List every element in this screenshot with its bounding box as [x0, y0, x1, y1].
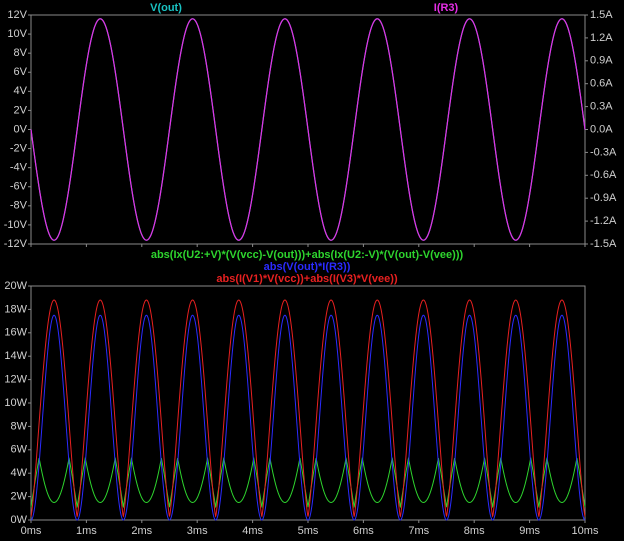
i-r3-trace — [30, 18, 586, 241]
y-tick-label: 4W — [11, 467, 28, 479]
y2-tick-label: -0.6A — [590, 169, 617, 181]
bottom-left-axis: 20W 18W 16W 14W 12W 10W 8W 6W 4W 2W 0W — [4, 280, 31, 526]
green-trace — [30, 456, 586, 509]
top-plot-traces — [30, 18, 586, 241]
y-tick-label: -8V — [10, 200, 28, 212]
trace-label-blue[interactable]: abs(V(out)*I(R3)) — [264, 261, 351, 273]
x-tick-label: 8ms — [464, 525, 485, 537]
x-tick-label: 10ms — [572, 525, 599, 537]
trace-label-green[interactable]: abs(Ix(U2:+V)*(V(vcc)-V(out)))+abs(Ix(U2… — [151, 249, 464, 261]
y-tick-label: 20W — [4, 280, 27, 292]
x-tick-label: 2ms — [131, 525, 152, 537]
top-left-axis: 12V 10V 8V 6V 4V 2V 0V -2V -4V -6V -8V -10V -12V — [4, 9, 31, 250]
top-right-axis: 1.5A 1.2A 0.9A 0.6A 0.3A 0.0A -0.3A -0.6A -0.9A -… — [585, 9, 617, 250]
y-tick-label: -6V — [10, 181, 28, 193]
x-tick-label: 0ms — [21, 525, 42, 537]
trace-label-red[interactable]: abs(I(V1)*V(vcc))+abs(I(V3)*V(vee)) — [216, 273, 398, 285]
y2-tick-label: 0.3A — [590, 101, 613, 113]
y-tick-label: 14W — [4, 350, 27, 362]
blue-trace — [30, 314, 586, 521]
y-tick-label: 16W — [4, 327, 27, 339]
x-tick-label: 9ms — [519, 525, 540, 537]
y-tick-label: 12V — [7, 9, 27, 21]
y-tick-label: -10V — [4, 219, 28, 231]
trace-label-v-out[interactable]: V(out) — [150, 2, 182, 14]
y2-tick-label: 0.6A — [590, 78, 613, 90]
y-tick-label: 8W — [11, 420, 28, 432]
y2-tick-label: 1.5A — [590, 9, 613, 21]
y-tick-label: 4V — [14, 85, 28, 97]
y-tick-label: 18W — [4, 303, 27, 315]
y-tick-label: 0W — [11, 514, 28, 526]
y-tick-label: 8V — [14, 47, 28, 59]
y-tick-label: 0V — [14, 123, 28, 135]
y-tick-label: 12W — [4, 374, 27, 386]
y-tick-label: -12V — [4, 238, 28, 250]
y-tick-label: -4V — [10, 162, 28, 174]
y-tick-label: -2V — [10, 142, 28, 154]
x-tick-label: 4ms — [242, 525, 263, 537]
y2-tick-label: 0.9A — [590, 55, 613, 67]
y2-tick-label: -1.2A — [590, 215, 617, 227]
x-tick-label: 3ms — [187, 525, 208, 537]
trace-label-i-r3[interactable]: I(R3) — [434, 2, 459, 14]
y-tick-label: 10W — [4, 397, 27, 409]
y-tick-label: 6W — [11, 444, 28, 456]
x-tick-label: 7ms — [408, 525, 429, 537]
bottom-plot-traces — [30, 299, 586, 521]
y2-tick-label: 0.0A — [590, 123, 613, 135]
y2-tick-label: -0.3A — [590, 146, 617, 158]
y2-tick-label: 1.2A — [590, 32, 613, 44]
red-trace — [30, 299, 586, 518]
x-tick-label: 1ms — [76, 525, 97, 537]
x-tick-label: 6ms — [353, 525, 374, 537]
y-tick-label: 10V — [7, 28, 27, 40]
y-tick-label: 2V — [14, 104, 28, 116]
y-tick-label: 2W — [11, 491, 28, 503]
y2-tick-label: -0.9A — [590, 192, 617, 204]
y-tick-label: 6V — [14, 66, 28, 78]
y2-tick-label: -1.5A — [590, 238, 617, 250]
bottom-x-axis: 0ms 1ms 2ms 3ms 4ms 5ms 6ms 7ms 8ms 9ms 10ms — [21, 244, 599, 537]
x-tick-label: 5ms — [298, 525, 319, 537]
